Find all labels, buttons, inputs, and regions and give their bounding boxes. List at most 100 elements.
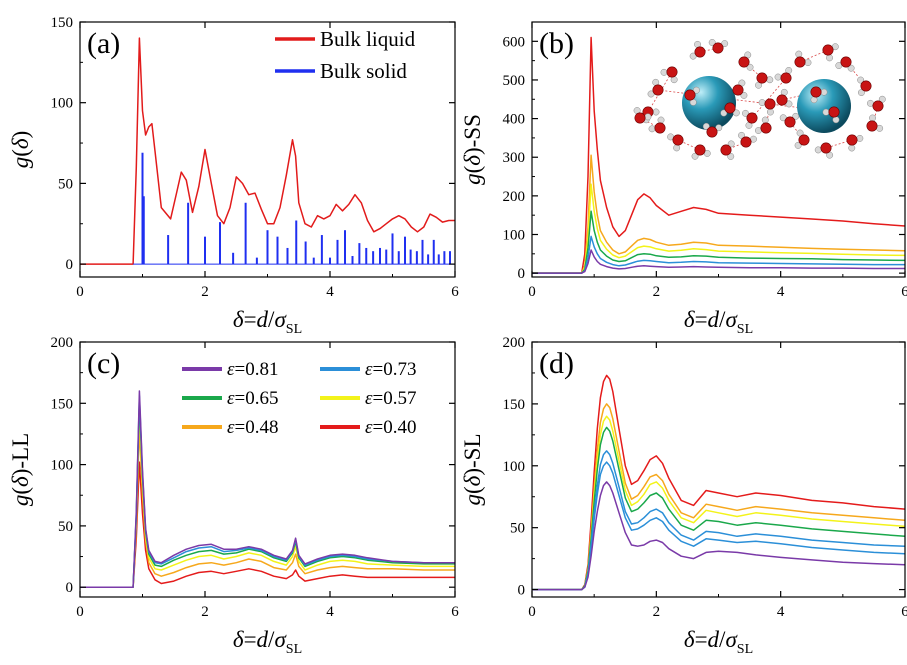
panel-b: 0 2 4 6 0 100 200 300 400 500 600 δ=d/σSL g(δ)-SS (b) (460, 21, 907, 337)
series-group-b (532, 36, 905, 274)
oxygen-atom (860, 80, 872, 92)
oxygen-atom (784, 116, 796, 128)
hydrogen-atom (742, 109, 749, 117)
legend-eps-label: ε=0.81 (227, 359, 278, 380)
hydrogen-atom (738, 131, 745, 139)
hydrogen-atom (673, 144, 681, 152)
y-tick-label: 100 (51, 96, 74, 112)
oxygen-atom (822, 44, 834, 56)
oxygen-atom (720, 144, 732, 156)
series-line-d-5 (532, 461, 905, 591)
x-axis-label: δ=d/σSL (233, 307, 302, 337)
hydrogen-atom (795, 50, 803, 58)
legend-eps-label: ε=0.48 (227, 417, 278, 438)
oxygen-atom (764, 98, 776, 110)
oxygen-atom (652, 84, 664, 96)
x-tick-label: 6 (451, 284, 459, 300)
hydrogen-atom (692, 86, 700, 94)
y-tick-label: 200 (503, 189, 526, 205)
panel-d: 0 2 4 6 0 50 100 150 200 δ=d/σSL g(δ)-SL (d) (460, 335, 907, 657)
x-tick-label: 6 (451, 604, 459, 620)
x-tick-label: 2 (201, 604, 209, 620)
hydrogen-atom (727, 152, 735, 160)
y-tick-label: 500 (503, 73, 526, 89)
hydrogen-atom (804, 59, 812, 67)
oxygen-atom (694, 144, 706, 156)
hydrogen-atom (740, 91, 748, 99)
series-group-a (80, 37, 455, 265)
hydrogen-atom (832, 116, 840, 124)
oxygen-atom (724, 102, 736, 114)
y-axis-label: g(δ)-SL (460, 433, 485, 505)
legend-a: Bulk liquid Bulk solid (275, 27, 416, 83)
oxygen-atom (732, 84, 744, 96)
series-line-b-1 (532, 154, 905, 274)
hydrogen-atom (814, 146, 822, 154)
hydrogen-atom (792, 112, 800, 120)
legend-label: Bulk solid (320, 59, 407, 83)
hydrogen-atom (648, 125, 656, 133)
hydrogen-atom (766, 108, 774, 116)
oxygen-atom (746, 112, 758, 124)
x-tick-label: 2 (653, 284, 661, 300)
hydrogen-atom (774, 73, 782, 81)
hydrogen-atom (857, 89, 865, 97)
y-tick-label: 100 (503, 228, 526, 244)
y-tick-label: 50 (510, 521, 525, 537)
x-tick-label: 4 (326, 284, 334, 300)
oxygen-atom (810, 86, 822, 98)
hydrogen-atom (732, 109, 740, 117)
oxygen-atom (738, 56, 750, 68)
hydrogen-atom (708, 39, 716, 46)
oxygen-atom (654, 122, 666, 134)
x-tick-label: 0 (528, 284, 536, 300)
hydrogen-atom (727, 140, 735, 148)
hydrogen-atom (652, 108, 660, 116)
oxygen-atom (756, 72, 768, 84)
oxygen-atom (776, 94, 788, 106)
series-line-b-5 (532, 249, 905, 274)
y-tick-label: 300 (503, 150, 526, 166)
legend-eps-label: ε=0.65 (227, 388, 278, 409)
hydrogen-atom (847, 64, 855, 72)
hydrogen-atom (746, 63, 754, 71)
panel-label-a: (a) (87, 27, 120, 60)
hydrogen-atom (848, 144, 856, 152)
x-tick-label: 4 (326, 604, 334, 620)
oxygen-atom (866, 120, 878, 132)
hydrogen-atom (657, 116, 665, 124)
y-tick-label: 200 (503, 335, 526, 351)
y-tick-label: 50 (58, 519, 73, 535)
y-tick-label: 150 (51, 15, 74, 31)
y-tick-label: 150 (51, 396, 74, 412)
molecule-inset (633, 39, 886, 160)
x-tick-label: 0 (76, 604, 84, 620)
hydrogen-atom (878, 95, 886, 103)
hydrogen-atom (810, 96, 818, 104)
y-tick-label: 200 (51, 335, 74, 351)
legend-epsilon: ε=0.81 ε=0.73 ε=0.65 ε=0.57 ε=0.48 ε=0.40 (182, 359, 416, 438)
y-tick-label: 400 (503, 112, 526, 128)
series-group-c (80, 390, 455, 588)
y-tick-label: 0 (518, 583, 526, 599)
oxygen-atom (672, 134, 684, 146)
hydrogen-atom (644, 113, 652, 121)
y-axis-label: g(δ)-LL (8, 433, 33, 506)
series-line-d-0 (532, 374, 905, 591)
series-line-d-4 (532, 450, 905, 591)
oxygen-atom (760, 122, 772, 134)
hydrogen-atom (766, 76, 774, 84)
hydrogen-atom (689, 52, 697, 60)
series-line-c-5 (80, 390, 455, 588)
hydrogen-atom (715, 124, 723, 132)
oxygen-atom (684, 89, 696, 101)
series-line-b-3 (532, 210, 905, 274)
x-axis-label: δ=d/σSL (684, 307, 753, 337)
hydrogen-atom (820, 88, 828, 96)
oxygen-atom (740, 136, 752, 148)
legend-eps-label: ε=0.57 (365, 388, 416, 409)
y-tick-label: 0 (66, 257, 74, 273)
hydrogen-atom (794, 141, 802, 149)
solute-sphere (797, 79, 851, 133)
